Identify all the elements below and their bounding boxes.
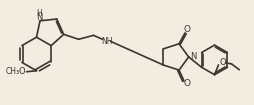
Text: O: O bbox=[18, 67, 25, 76]
Text: N: N bbox=[190, 52, 196, 61]
Text: O: O bbox=[183, 26, 190, 34]
Text: N: N bbox=[36, 13, 42, 22]
Text: H: H bbox=[36, 9, 42, 18]
Text: CH₃: CH₃ bbox=[6, 67, 20, 76]
Text: NH: NH bbox=[101, 37, 113, 46]
Text: O: O bbox=[218, 58, 225, 67]
Text: O: O bbox=[183, 79, 190, 88]
